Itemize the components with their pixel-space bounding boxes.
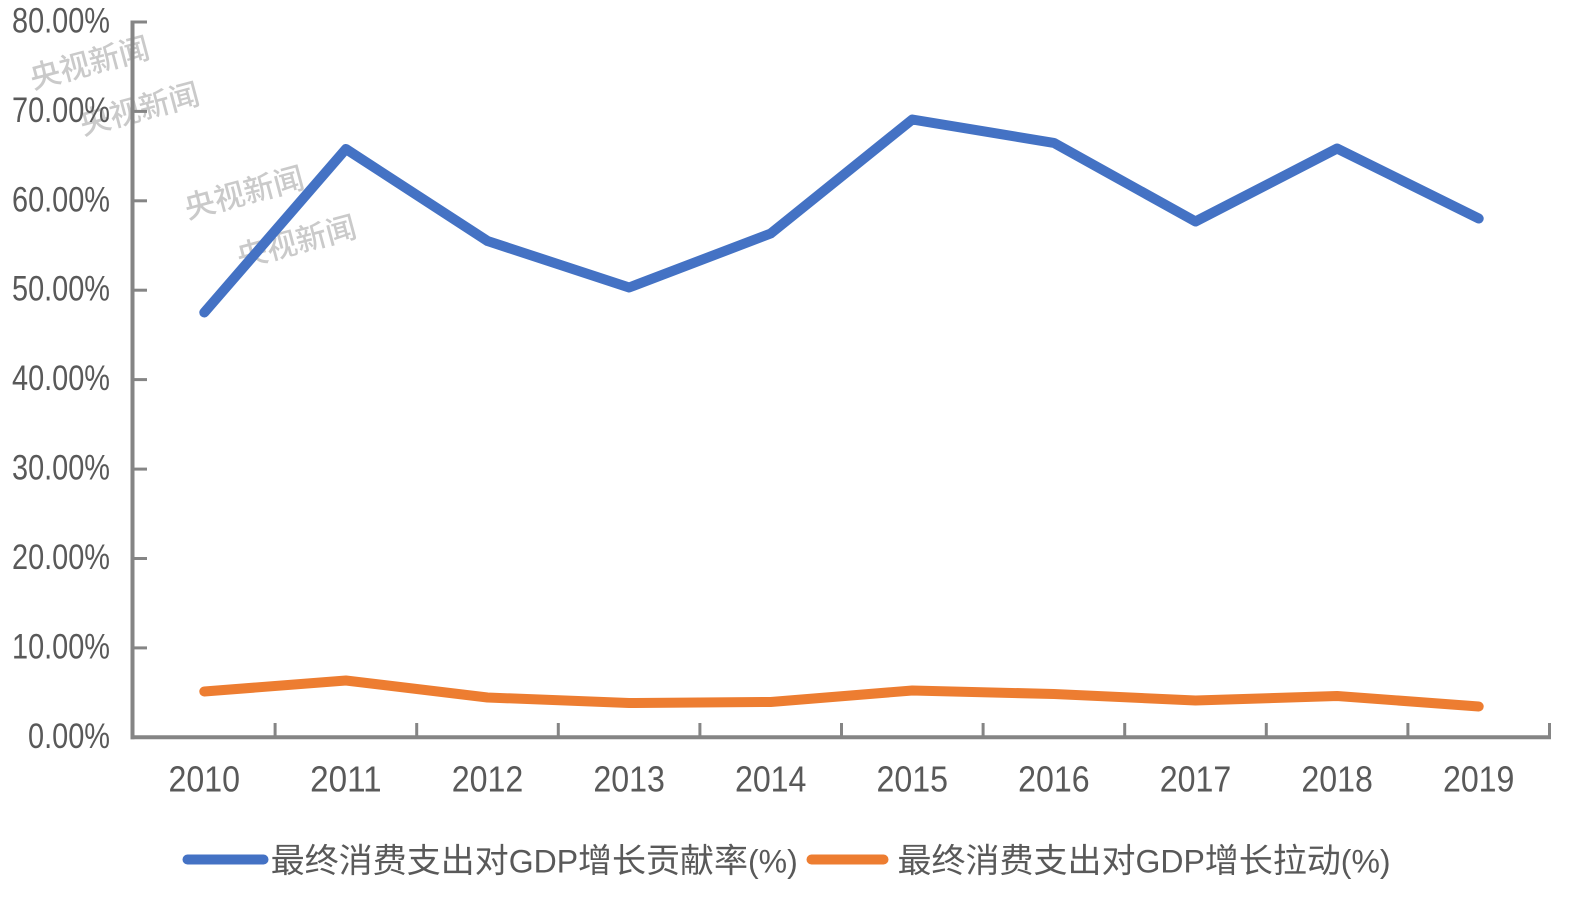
svg-text:(%): (%) — [748, 843, 798, 879]
svg-text:2018: 2018 — [1301, 759, 1373, 800]
svg-text:20.00%: 20.00% — [12, 538, 110, 577]
svg-text:GDP: GDP — [1136, 843, 1205, 879]
svg-text:2013: 2013 — [593, 759, 665, 800]
svg-text:10.00%: 10.00% — [12, 627, 110, 666]
svg-text:(%): (%) — [1341, 843, 1391, 879]
svg-text:2015: 2015 — [877, 759, 949, 800]
svg-text:GDP: GDP — [509, 843, 578, 879]
svg-text:50.00%: 50.00% — [12, 270, 110, 309]
svg-text:2010: 2010 — [169, 759, 241, 800]
svg-text:70.00%: 70.00% — [12, 91, 110, 130]
svg-text:2011: 2011 — [310, 759, 382, 800]
svg-text:2012: 2012 — [452, 759, 524, 800]
svg-text:80.00%: 80.00% — [12, 2, 110, 41]
svg-text:60.00%: 60.00% — [12, 180, 110, 219]
svg-text:40.00%: 40.00% — [12, 359, 110, 398]
svg-text:2019: 2019 — [1443, 759, 1515, 800]
svg-text:2016: 2016 — [1018, 759, 1090, 800]
svg-text:2017: 2017 — [1160, 759, 1232, 800]
svg-text:30.00%: 30.00% — [12, 449, 110, 488]
svg-text:0.00%: 0.00% — [28, 717, 110, 756]
svg-text:2014: 2014 — [735, 759, 807, 800]
